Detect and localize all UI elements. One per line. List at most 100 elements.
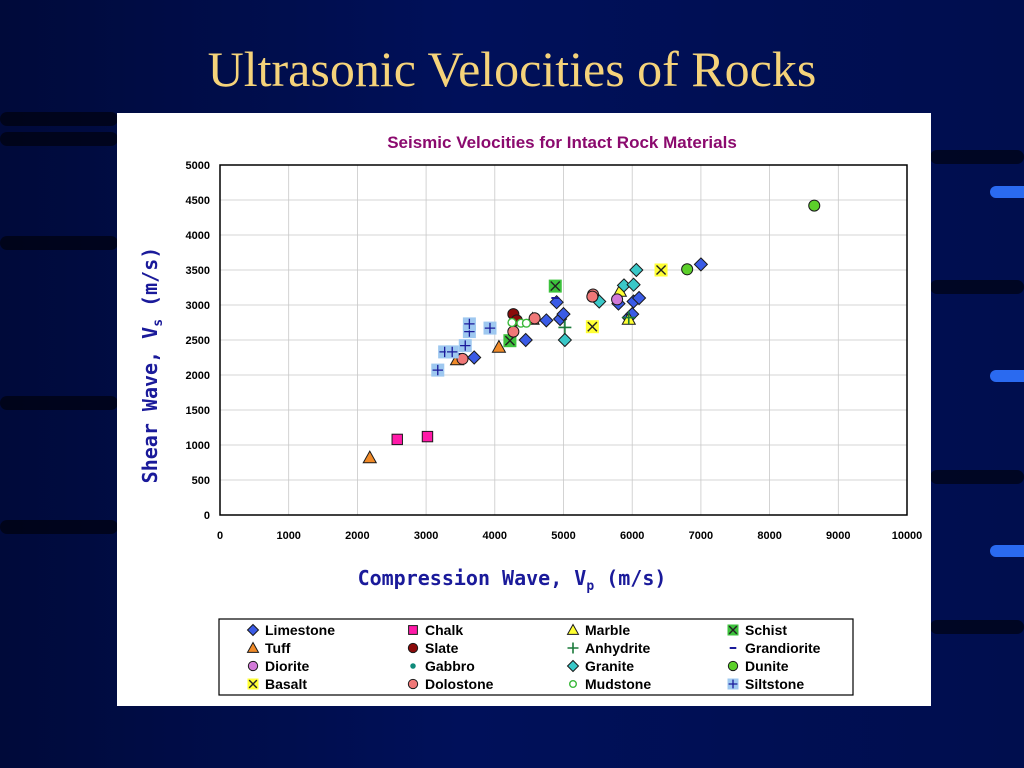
point-siltstone bbox=[431, 363, 445, 377]
y-axis-label: Shear Wave, Vs (m/s) bbox=[138, 247, 166, 484]
x-tick-label: 4000 bbox=[483, 530, 507, 542]
bg-stripe bbox=[930, 620, 1024, 634]
point-chalk bbox=[421, 430, 434, 443]
x-axis-label-main: Compression Wave, V bbox=[358, 566, 587, 590]
y-tick-label: 1500 bbox=[186, 405, 210, 417]
x-axis-label-sub: p bbox=[586, 579, 594, 594]
x-tick-label: 1000 bbox=[276, 530, 300, 542]
point-schist bbox=[548, 279, 562, 293]
legend-item: Schist bbox=[727, 622, 787, 638]
legend-label: Schist bbox=[745, 622, 787, 638]
point-dolostone bbox=[456, 352, 469, 365]
y-axis-label-sub: s bbox=[151, 319, 166, 327]
deco-bar bbox=[990, 186, 1024, 198]
bg-stripe bbox=[0, 112, 118, 126]
point-limestone bbox=[631, 290, 647, 306]
y-tick-label: 3500 bbox=[186, 265, 210, 277]
legend-marker-tuff bbox=[246, 641, 260, 653]
legend-marker-siltstone bbox=[727, 678, 739, 690]
x-tick-label: 7000 bbox=[689, 530, 713, 542]
point-diorite bbox=[611, 293, 624, 306]
point-mudstone bbox=[521, 318, 532, 328]
point-siltstone bbox=[462, 317, 476, 331]
y-tick-label: 1000 bbox=[186, 440, 210, 452]
legend-marker-dunite bbox=[727, 660, 739, 672]
point-anhydrite bbox=[622, 311, 636, 325]
legend-item: Slate bbox=[407, 640, 459, 656]
bg-stripe bbox=[0, 236, 118, 250]
point-limestone bbox=[518, 332, 533, 348]
bg-stripe bbox=[930, 150, 1024, 164]
x-tick-label: 5000 bbox=[551, 530, 575, 542]
point-anhydrite bbox=[558, 320, 572, 334]
x-tick-label: 9000 bbox=[826, 530, 850, 542]
x-tick-label: 0 bbox=[217, 530, 223, 542]
bg-stripe bbox=[0, 132, 118, 146]
legend-marker-diorite bbox=[247, 660, 259, 672]
point-basalt bbox=[654, 263, 668, 277]
legend-item: Granite bbox=[566, 658, 634, 674]
legend-marker-basalt bbox=[247, 678, 259, 690]
legend-item: Limestone bbox=[246, 622, 335, 638]
legend-item: Tuff bbox=[246, 640, 291, 656]
y-tick-label: 4000 bbox=[186, 230, 210, 242]
x-tick-label: 6000 bbox=[620, 530, 644, 542]
point-siltstone bbox=[458, 339, 472, 353]
point-limestone bbox=[466, 350, 482, 365]
plot-frame bbox=[219, 164, 908, 516]
point-dolostone bbox=[507, 325, 520, 338]
x-tick-label: 3000 bbox=[414, 530, 438, 542]
legend-marker-limestone bbox=[246, 623, 260, 637]
bg-stripe bbox=[930, 280, 1024, 294]
legend-item: Diorite bbox=[247, 658, 310, 674]
legend-label: Mudstone bbox=[585, 676, 651, 692]
point-limestone bbox=[539, 313, 554, 328]
legend-label: Gabbro bbox=[425, 658, 475, 674]
legend-item: Dunite bbox=[727, 658, 789, 674]
point-dunite bbox=[681, 263, 694, 276]
legend-label: Grandiorite bbox=[745, 640, 821, 656]
slide-title: Ultrasonic Velocities of Rocks bbox=[207, 41, 817, 97]
legend-marker-gabbro bbox=[410, 663, 416, 669]
point-siltstone bbox=[445, 345, 459, 359]
legend-marker-slate bbox=[407, 642, 419, 654]
legend-marker-schist bbox=[727, 624, 739, 636]
legend-label: Basalt bbox=[265, 676, 307, 692]
x-tick-label: 8000 bbox=[757, 530, 781, 542]
point-granite bbox=[557, 332, 573, 348]
legend-marker-chalk bbox=[408, 625, 418, 635]
legend-label: Tuff bbox=[265, 640, 291, 656]
legend-item: Basalt bbox=[247, 676, 307, 692]
legend-item: Anhydrite bbox=[567, 640, 651, 656]
x-tick-label: 2000 bbox=[345, 530, 369, 542]
legend-marker-granite bbox=[566, 659, 580, 673]
point-granite bbox=[626, 277, 641, 292]
scatter-chart: Seismic Velocities for Intact Rock Mater… bbox=[138, 133, 922, 696]
legend-marker-mudstone bbox=[569, 680, 578, 689]
legend-item: Dolostone bbox=[407, 676, 494, 692]
bg-stripe bbox=[930, 470, 1024, 484]
point-dunite bbox=[808, 199, 821, 212]
legend-item: Marble bbox=[566, 622, 630, 638]
legend-label: Granite bbox=[585, 658, 634, 674]
legend-label: Chalk bbox=[425, 622, 463, 638]
legend-item: Siltstone bbox=[727, 676, 804, 692]
legend-item: Mudstone bbox=[569, 676, 651, 692]
legend-label: Marble bbox=[585, 622, 630, 638]
legend-marker-anhydrite bbox=[567, 642, 579, 654]
deco-bar bbox=[990, 545, 1024, 557]
bg-stripe bbox=[0, 396, 118, 410]
legend-label: Dolostone bbox=[425, 676, 494, 692]
legend-item: Chalk bbox=[408, 622, 463, 638]
point-basalt bbox=[585, 320, 599, 334]
chart-panel: Seismic Velocities for Intact Rock Mater… bbox=[117, 113, 931, 706]
point-dolostone bbox=[528, 312, 541, 325]
x-axis-label-unit: (m/s) bbox=[594, 566, 666, 590]
bg-stripe bbox=[0, 520, 118, 534]
legend-item: Gabbro bbox=[410, 658, 475, 674]
y-tick-label: 2000 bbox=[186, 370, 210, 382]
legend-label: Slate bbox=[425, 640, 459, 656]
legend-box bbox=[218, 618, 854, 696]
point-limestone bbox=[556, 306, 571, 322]
y-tick-label: 0 bbox=[204, 510, 210, 522]
